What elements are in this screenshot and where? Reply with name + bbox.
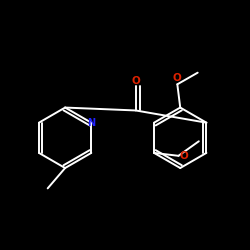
- Text: O: O: [173, 74, 182, 84]
- Text: O: O: [132, 76, 140, 86]
- Text: N: N: [87, 118, 95, 128]
- Text: O: O: [180, 151, 189, 161]
